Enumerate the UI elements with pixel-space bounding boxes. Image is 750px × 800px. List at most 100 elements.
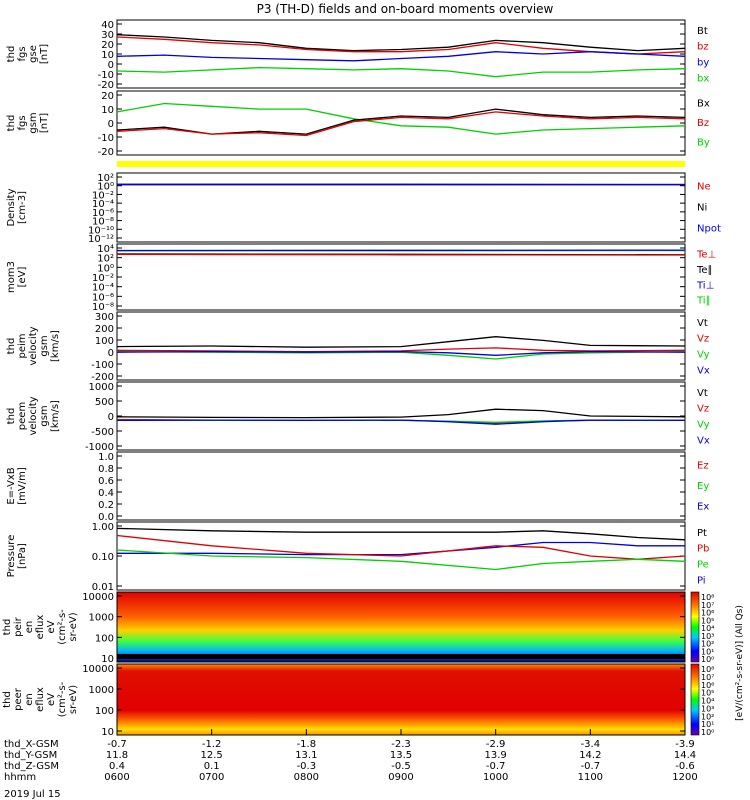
legend-entry: Pb bbox=[697, 544, 709, 555]
ephemeris-value: -0.7 bbox=[107, 739, 127, 750]
panel-frame bbox=[116, 172, 686, 243]
y-axis-label: thd bbox=[2, 619, 13, 636]
panel-10: 10000 1000 100 10 thd peer en eflux eV (cm²-s-sr-… bbox=[2, 663, 686, 738]
ephemeris-row-label: thd_Y-GSM bbox=[4, 750, 57, 761]
y-tick-label: 10² bbox=[97, 254, 114, 265]
y-tick-label: 10 bbox=[101, 105, 114, 116]
ephemeris-value: 13.1 bbox=[295, 750, 317, 761]
x-axis-labels: thd_X-GSM -0.7 -1.2 -1.8 -2.3 -2.9 -3.4 -3.9 thd… bbox=[4, 729, 698, 783]
y-axis-label: velocity bbox=[28, 396, 39, 435]
ephemeris-value: 12.5 bbox=[201, 750, 223, 761]
y-tick-label: 40 bbox=[101, 20, 114, 31]
ephemeris-value: 1000 bbox=[483, 772, 508, 783]
colorbar-strip bbox=[690, 591, 700, 663]
y-tick-label: 0 bbox=[108, 60, 114, 71]
y-axis-label: [eV] bbox=[17, 267, 28, 288]
legend-entry: bz bbox=[697, 42, 709, 53]
ephemeris-value: -1.8 bbox=[297, 739, 317, 750]
y-tick-label: 0 bbox=[108, 348, 114, 359]
y-tick-label: 0.10 bbox=[92, 552, 114, 563]
y-axis-label: gsm bbox=[28, 112, 39, 133]
ephemeris-value: -3.4 bbox=[581, 739, 601, 750]
date-label: 2019 Jul 15 bbox=[4, 789, 61, 800]
y-tick-label: 20 bbox=[101, 40, 114, 51]
panel-frame bbox=[116, 90, 686, 156]
spectrogram-fill-band bbox=[117, 654, 685, 659]
ephemeris-value: 13.5 bbox=[390, 750, 412, 761]
y-axis-label: eV bbox=[46, 620, 57, 633]
y-axis-label: velocity bbox=[28, 326, 39, 365]
y-axis-label: peim bbox=[17, 333, 28, 358]
y-axis-label: gse bbox=[28, 45, 39, 63]
legend-entry: Te⊥ bbox=[696, 250, 716, 261]
series-line-Vx bbox=[116, 419, 686, 425]
legend-entry: Bx bbox=[697, 99, 710, 110]
ephemeris-row-label: thd_Z-GSM bbox=[4, 761, 59, 772]
series-line-Vx bbox=[116, 350, 686, 356]
spectrogram-image bbox=[117, 664, 685, 735]
y-tick-label: -10 bbox=[98, 70, 114, 81]
y-tick-label: 10⁻⁶ bbox=[92, 208, 114, 219]
ephemeris-row-label: thd_X-GSM bbox=[4, 739, 59, 750]
y-tick-label: 200 bbox=[95, 324, 114, 335]
legend-entry: Pi bbox=[697, 575, 706, 586]
spectrogram-image bbox=[117, 592, 685, 662]
ephemeris-value: 0.1 bbox=[204, 761, 220, 772]
y-tick-label: 10⁴ bbox=[97, 244, 114, 255]
y-axis-label: eflux bbox=[35, 615, 46, 640]
ephemeris-value: 14.4 bbox=[674, 750, 696, 761]
y-tick-label: 10⁻¹² bbox=[88, 234, 114, 245]
y-tick-label: 1.0 bbox=[98, 452, 114, 463]
series-line-By bbox=[116, 102, 686, 135]
y-axis-label: gsm bbox=[39, 405, 50, 426]
y-tick-label: 0.01 bbox=[92, 582, 114, 593]
y-axis-label: [nT] bbox=[39, 113, 50, 133]
y-tick-label: 0 bbox=[108, 412, 114, 423]
y-axis-label: (cm²-s- bbox=[57, 681, 68, 717]
legend-entry: Bt bbox=[697, 26, 708, 37]
series-line-Pi bbox=[117, 541, 685, 556]
legend-entry: Ti∥ bbox=[696, 296, 711, 307]
colorbar-tick: 10⁶ bbox=[701, 681, 714, 690]
y-tick-label: 100 bbox=[95, 633, 114, 644]
legend-entry: Te∥ bbox=[696, 265, 713, 276]
series-line-Bx bbox=[116, 108, 686, 135]
series-line-bx bbox=[116, 66, 686, 78]
y-tick-label: 10⁻⁸ bbox=[92, 302, 114, 313]
legend-entry: Vy bbox=[697, 350, 710, 361]
y-tick-label: 10⁻¹⁰ bbox=[88, 225, 114, 236]
y-axis-label: sr-eV) bbox=[68, 612, 79, 641]
series-line-by bbox=[116, 51, 686, 62]
y-tick-label: 100 bbox=[95, 336, 114, 347]
colorbar-tick: 10⁸ bbox=[701, 593, 714, 602]
colorbar-tick: 10⁴ bbox=[701, 697, 714, 706]
colorbar-tick: 10⁷ bbox=[701, 601, 714, 610]
chart-title: P3 (TH-D) fields and on-board moments ov… bbox=[257, 2, 554, 16]
flag-bar bbox=[117, 161, 685, 167]
legend-entry: Vt bbox=[697, 318, 708, 329]
y-tick-label: -500 bbox=[91, 427, 114, 438]
series-line-Vz bbox=[116, 347, 686, 353]
series-line-Pb bbox=[116, 534, 686, 560]
y-axis-label: peir bbox=[13, 616, 24, 636]
y-axis-label: peer bbox=[13, 687, 24, 711]
colorbar-tick: 10² bbox=[701, 640, 714, 649]
ephemeris-value: 0700 bbox=[199, 772, 224, 783]
colorbar: 10⁸10⁷10⁶10⁵10⁴10³10²10¹10⁰10⁸10⁷10⁶10⁵1… bbox=[690, 591, 745, 737]
y-tick-label: 10⁻⁸ bbox=[92, 217, 114, 228]
y-axis-label: [cm-3] bbox=[17, 191, 28, 224]
ephemeris-value: -3.9 bbox=[675, 739, 695, 750]
y-tick-label: 10⁻² bbox=[92, 190, 114, 201]
legend-entry: Ti⊥ bbox=[696, 280, 714, 291]
y-tick-label: 0.8 bbox=[98, 464, 114, 475]
legend-entry: Pe bbox=[697, 560, 709, 571]
y-tick-label: 10000 bbox=[82, 592, 114, 603]
panel-2: 20 10 0 -10 -20 thd fgs gsm [nT] Bx Bz By bbox=[6, 90, 710, 158]
y-tick-label: -10 bbox=[98, 133, 114, 144]
series-line-Pe bbox=[116, 549, 686, 571]
ephemeris-value: -0.7 bbox=[581, 761, 601, 772]
y-axis-label: Pressure bbox=[6, 535, 17, 578]
legend-entry: Npot bbox=[697, 223, 721, 234]
